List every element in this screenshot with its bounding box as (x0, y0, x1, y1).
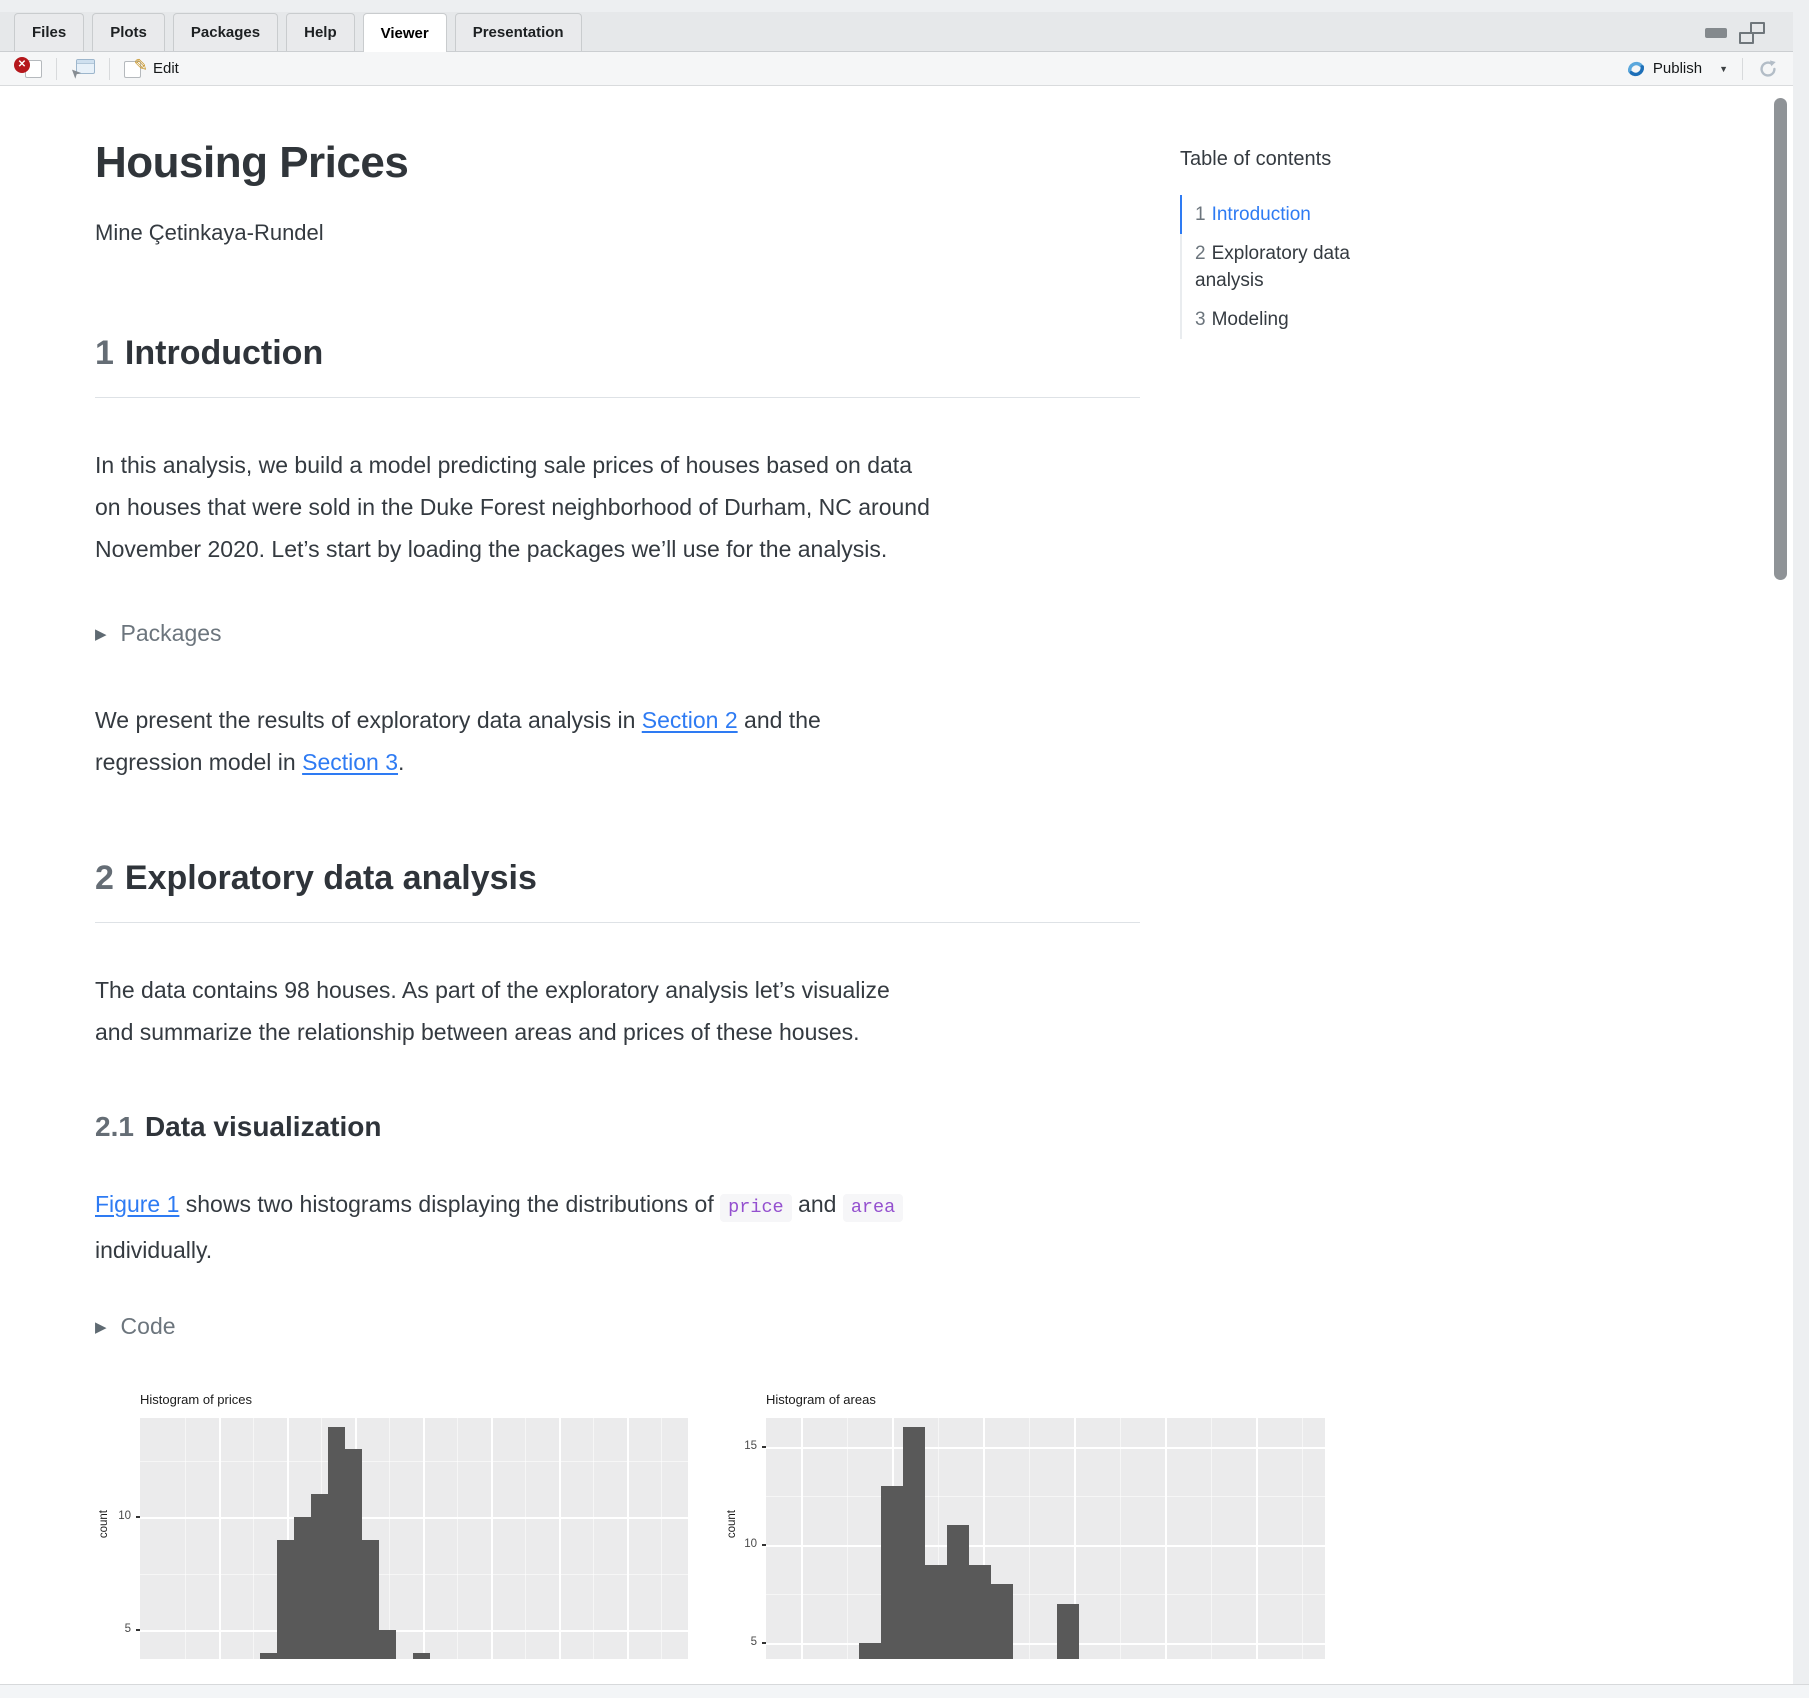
viewer-toolbar: ✕ ➤ ✎ Edit Publish ▼ (0, 52, 1793, 86)
packages-summary[interactable]: ▶ Packages (95, 620, 1140, 647)
y-axis: 5 10 15 (713, 1418, 766, 1659)
figure-1-link[interactable]: Figure 1 (95, 1191, 180, 1217)
tab-plots[interactable]: Plots (92, 13, 165, 51)
tab-packages[interactable]: Packages (172, 13, 279, 51)
section-2-link[interactable]: Section 2 (641, 707, 738, 733)
code-summary[interactable]: ▶ Code (95, 1313, 1140, 1340)
chart-title: Histogram of prices (140, 1392, 252, 1407)
heading-exploratory-data-analysis: 2 Exploratory data analysis (95, 859, 1140, 923)
document-body: Housing Prices Mine Çetinkaya-Rundel 1 In… (95, 86, 1325, 1662)
eda-paragraph: The data contains 98 houses. As part of … (95, 977, 890, 1045)
toc-item-exploratory-data-analysis[interactable]: 2 Exploratory data analysis (1195, 243, 1350, 291)
restore-back-square (1750, 22, 1765, 34)
toc-item-modeling[interactable]: 3 Modeling (1195, 309, 1289, 330)
document-author: Mine Çetinkaya-Rundel (95, 220, 324, 245)
viewer-pane: Files Plots Packages Help Viewer Present… (0, 12, 1793, 1684)
section-title: Data visualization (144, 1111, 382, 1142)
tab-help[interactable]: Help (286, 13, 355, 51)
packages-disclosure: ▶ Packages (95, 620, 1140, 647)
vertical-scrollbar-thumb[interactable] (1774, 98, 1787, 580)
figure-reference-paragraph: Figure 1 shows two histograms displaying… (95, 1183, 1140, 1271)
section-title: Introduction (124, 334, 324, 372)
code-span-price: price (720, 1194, 792, 1222)
toc-title: Table of contents (1180, 148, 1332, 170)
heading-data-visualization: 2.1 Data visualization (95, 1111, 1140, 1143)
histogram-of-areas: Histogram of areas count 5 10 15 (713, 1392, 1325, 1659)
edit-pencil-icon: ✎ (124, 56, 148, 79)
edit-button-label: Edit (153, 60, 179, 77)
clear-viewer-icon: ✕ (14, 56, 42, 81)
refresh-button[interactable] (1753, 56, 1783, 82)
clear-viewer-button[interactable]: ✕ (10, 55, 46, 83)
plot-panel (766, 1418, 1325, 1659)
refresh-icon (1760, 59, 1776, 77)
packages-summary-label: Packages (120, 620, 222, 646)
pane-bottom-edge (0, 1684, 1809, 1698)
publish-icon (1627, 61, 1644, 76)
toc-item-introduction[interactable]: 1 Introduction (1180, 195, 1402, 234)
restore-front-square (1739, 32, 1754, 44)
rendered-document: Housing Prices Mine Çetinkaya-Rundel 1 In… (0, 86, 1793, 1684)
popout-window-icon: ➤ (66, 58, 95, 82)
page-title: Housing Prices (95, 138, 409, 187)
section-number: 2.1 (95, 1111, 134, 1142)
disclosure-triangle-icon: ▶ (95, 1318, 107, 1336)
tab-viewer[interactable]: Viewer (362, 13, 447, 52)
section-title: Exploratory data analysis (124, 859, 537, 897)
figure-1: Histogram of prices count 5 10 Histogram … (95, 1392, 1335, 1662)
section-number: 1 (95, 334, 114, 372)
y-axis: 5 10 (95, 1418, 140, 1659)
cross-reference-paragraph: We present the results of exploratory da… (95, 707, 821, 775)
publish-button[interactable]: Publish ▼ (1622, 57, 1732, 81)
table-of-contents: Table of contents 1 Introduction 2 Explora… (1180, 148, 1402, 339)
plot-panel (140, 1418, 688, 1659)
tab-presentation[interactable]: Presentation (454, 13, 582, 51)
code-span-area: area (842, 1194, 904, 1222)
minimize-pane-icon[interactable] (1705, 28, 1727, 38)
edit-button[interactable]: ✎ Edit (120, 56, 183, 81)
toolbar-separator (56, 57, 57, 80)
disclosure-triangle-icon: ▶ (95, 625, 107, 643)
code-summary-label: Code (120, 1313, 176, 1339)
intro-paragraph: In this analysis, we build a model predi… (95, 452, 930, 562)
maximize-pane-icon[interactable] (1739, 22, 1765, 44)
section-3-link[interactable]: Section 3 (302, 749, 399, 775)
toolbar-separator (1742, 57, 1743, 80)
histogram-of-prices: Histogram of prices count 5 10 (95, 1392, 688, 1659)
toolbar-separator (109, 57, 110, 80)
toc-nav: 1 Introduction 2 Exploratory data analysis… (1180, 195, 1402, 339)
chart-title: Histogram of areas (766, 1392, 876, 1407)
tab-files[interactable]: Files (14, 13, 85, 51)
code-disclosure: ▶ Code (95, 1313, 1140, 1340)
pane-tabbar: Files Plots Packages Help Viewer Present… (0, 12, 1793, 52)
publish-dropdown-caret-icon[interactable]: ▼ (1719, 63, 1728, 74)
section-number: 2 (95, 859, 114, 897)
heading-introduction: 1 Introduction (95, 334, 1140, 398)
publish-button-label: Publish (1652, 60, 1703, 77)
open-in-new-window-button[interactable]: ➤ (66, 57, 99, 82)
pane-window-buttons (1705, 22, 1765, 44)
